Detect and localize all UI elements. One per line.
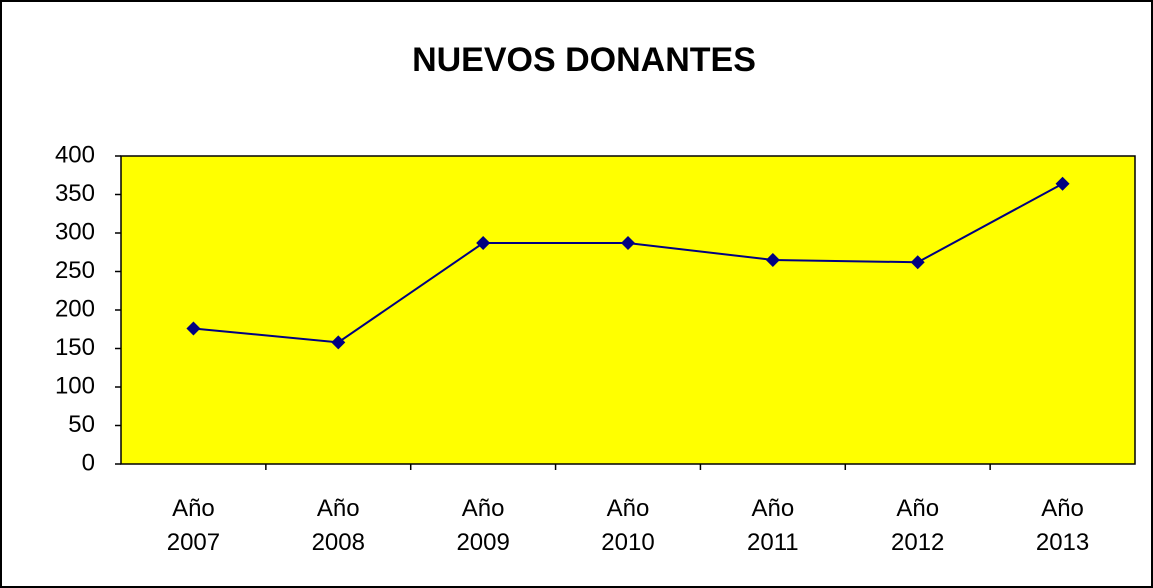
marker <box>476 236 491 251</box>
marker <box>765 252 780 267</box>
y-tick-label: 250 <box>55 257 95 284</box>
x-tick-label: Año 2010 <box>601 495 655 556</box>
y-tick-label: 50 <box>68 411 95 438</box>
x-tick-label: Año 2009 <box>456 495 510 556</box>
x-tick-label: Año 2008 <box>311 495 365 556</box>
marker <box>186 321 201 336</box>
y-tick-label: 0 <box>82 449 95 476</box>
y-tick-label: 350 <box>55 180 95 207</box>
marker <box>621 236 635 251</box>
x-tick-label: Año 2012 <box>891 495 945 556</box>
marker <box>910 255 925 270</box>
x-tick-label: Año 2007 <box>166 495 221 556</box>
chart-title: NUEVOS DONANTES <box>412 41 756 79</box>
y-tick-label: 150 <box>55 334 95 361</box>
x-tick-label: Año 2011 <box>747 495 799 556</box>
y-tick-label: 400 <box>55 141 95 168</box>
x-tick-label: Año 2013 <box>1035 495 1090 556</box>
y-tick-label: 100 <box>55 372 95 399</box>
y-tick-label: 200 <box>55 295 95 322</box>
marker <box>1055 176 1070 191</box>
y-tick-label: 300 <box>55 218 95 245</box>
marker <box>331 335 346 350</box>
plot-area <box>120 155 1136 465</box>
